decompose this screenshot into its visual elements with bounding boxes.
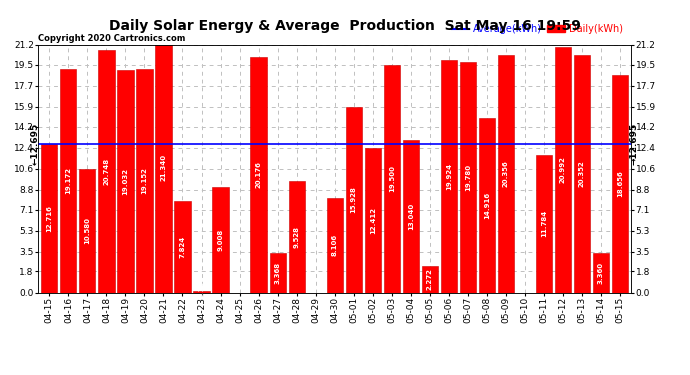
Bar [555,47,571,292]
Bar [479,118,495,292]
Bar [79,169,95,292]
Bar [41,144,57,292]
Bar [99,50,115,292]
Text: 10.580: 10.580 [84,217,90,244]
Text: 12.716: 12.716 [46,205,52,232]
Text: 14.916: 14.916 [484,192,490,219]
Bar [460,62,476,292]
Bar [155,44,172,292]
Text: 19.032: 19.032 [122,168,128,195]
Text: Copyright 2020 Cartronics.com: Copyright 2020 Cartronics.com [38,33,186,42]
Bar [117,70,134,292]
Bar [593,253,609,292]
Text: 19.172: 19.172 [66,167,71,194]
Text: 20.176: 20.176 [255,161,262,188]
Bar [384,65,400,292]
Bar [497,55,514,292]
Text: Daily Solar Energy & Average  Production  Sat May 16 19:59: Daily Solar Energy & Average Production … [109,19,581,33]
Text: 19.780: 19.780 [465,164,471,190]
Bar [193,291,210,292]
Text: →12.695: →12.695 [629,123,638,165]
Text: 9.008: 9.008 [217,229,224,251]
Text: 20.352: 20.352 [579,160,585,187]
Text: 2.272: 2.272 [426,268,433,290]
Bar [213,188,228,292]
Text: 0.104: 0.104 [199,276,204,298]
Bar [535,155,552,292]
Bar [175,201,190,292]
Text: 20.748: 20.748 [104,158,110,185]
Text: 18.656: 18.656 [617,170,623,197]
Text: 3.360: 3.360 [598,262,604,284]
Bar [403,140,419,292]
Bar [441,60,457,292]
Text: ←12.695: ←12.695 [31,123,40,165]
Bar [574,55,590,292]
Bar [346,106,362,292]
Text: 7.824: 7.824 [179,236,186,258]
Text: 19.924: 19.924 [446,163,452,190]
Text: 20.356: 20.356 [503,160,509,187]
Bar [612,75,628,292]
Bar [288,181,305,292]
Bar [422,266,438,292]
Text: 8.106: 8.106 [332,234,337,256]
Bar [137,69,152,292]
Legend: Average(kWh), Daily(kWh): Average(kWh), Daily(kWh) [448,20,627,38]
Text: 15.928: 15.928 [351,186,357,213]
Bar [270,253,286,292]
Bar [326,198,343,292]
Bar [250,57,266,292]
Bar [364,148,381,292]
Bar [60,69,77,292]
Text: 20.992: 20.992 [560,156,566,183]
Text: 13.040: 13.040 [408,203,414,230]
Text: 19.152: 19.152 [141,167,148,194]
Text: 21.340: 21.340 [161,154,166,182]
Text: 19.500: 19.500 [388,165,395,192]
Text: 3.368: 3.368 [275,262,281,284]
Text: 9.528: 9.528 [294,226,299,248]
Text: 12.412: 12.412 [370,207,375,234]
Text: 11.784: 11.784 [541,210,547,237]
